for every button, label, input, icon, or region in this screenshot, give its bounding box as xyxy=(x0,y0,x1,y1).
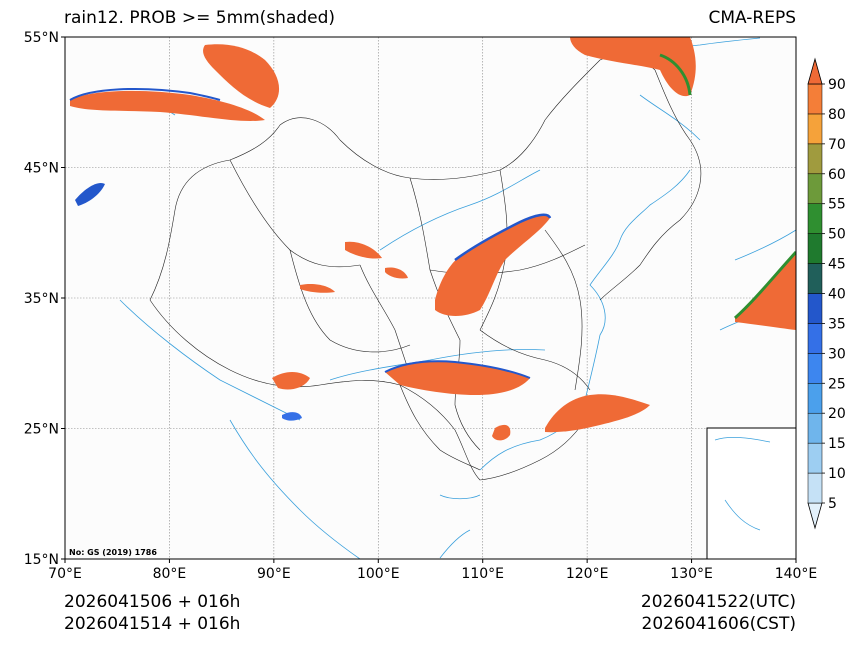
valid-time-utc: 2026041522(UTC) xyxy=(640,592,796,612)
borders xyxy=(149,54,702,481)
colorbar-label: 15 xyxy=(828,436,846,452)
rain-region-qinghai xyxy=(345,241,382,259)
colorbar-label: 10 xyxy=(828,466,846,482)
y-tick-label: 15°N xyxy=(24,552,59,568)
colorbar-label: 30 xyxy=(828,346,846,362)
colorbar-label: 25 xyxy=(828,376,846,392)
x-tick-label: 130°E xyxy=(670,566,713,582)
rain-region-japan xyxy=(735,252,796,330)
colorbar-segment xyxy=(807,383,823,414)
rain-region-kazakhstan xyxy=(70,90,265,122)
colorbar-label: 55 xyxy=(828,197,846,213)
south-china-sea-inset xyxy=(706,427,797,560)
y-tick-label: 45°N xyxy=(24,161,59,177)
y-tick-label: 35°N xyxy=(24,291,59,307)
colorbar-segment xyxy=(807,412,823,444)
colorbar-segment xyxy=(807,353,823,384)
model-name: CMA-REPS xyxy=(708,8,796,28)
x-axis: 70°E 80°E 90°E 100°E 110°E 120°E 130°E 140°E xyxy=(48,559,817,582)
colorbar-label: 90 xyxy=(828,77,846,93)
colorbar-label: 80 xyxy=(828,107,846,123)
colorbar-segment xyxy=(807,233,823,264)
colorbar-segment xyxy=(807,113,823,145)
colorbar-segment xyxy=(807,83,823,115)
colorbar-segment xyxy=(807,472,823,504)
colorbar-label: 70 xyxy=(828,137,846,153)
rain-region-mongolia xyxy=(203,44,280,108)
colorbar-label: 20 xyxy=(828,406,846,422)
colorbar-segment xyxy=(807,263,823,294)
init-time-utc: 2026041506 + 016h xyxy=(64,592,241,612)
rain-region-xinjiang xyxy=(75,182,105,206)
map-note: No: GS (2019) 1786 xyxy=(69,548,157,557)
colorbar-label: 5 xyxy=(828,496,837,512)
y-tick-label: 55°N xyxy=(24,30,59,46)
x-tick-label: 110°E xyxy=(461,566,504,582)
y-axis: 15°N 25°N 35°N 45°N 55°N xyxy=(24,30,65,568)
x-tick-label: 140°E xyxy=(775,566,818,582)
colorbar: 5 10 15 20 25 30 35 40 45 50 55 60 70 80 90 xyxy=(807,57,846,530)
rain-region-sichuan xyxy=(385,361,530,395)
colorbar-label: 50 xyxy=(828,227,846,243)
x-tick-label: 70°E xyxy=(48,566,82,582)
init-time-cst: 2026041514 + 016h xyxy=(64,614,241,634)
rain-region-southeast xyxy=(545,394,650,433)
x-tick-label: 100°E xyxy=(357,566,400,582)
colorbar-label: 40 xyxy=(828,287,846,303)
colorbar-segment xyxy=(807,293,823,324)
colorbar-segment xyxy=(807,442,823,474)
x-tick-label: 90°E xyxy=(257,566,291,582)
colorbar-label: 45 xyxy=(828,257,846,273)
colorbar-label: 60 xyxy=(828,167,846,183)
valid-time-cst: 2026041606(CST) xyxy=(641,614,796,634)
colorbar-segment xyxy=(807,203,823,234)
rain-region-tibet xyxy=(272,372,310,390)
rain-region-northeast xyxy=(570,37,696,97)
rain-region-loess xyxy=(435,214,550,316)
y-tick-label: 25°N xyxy=(24,422,59,438)
colorbar-segment xyxy=(807,143,823,175)
rain-shading xyxy=(69,37,796,441)
x-tick-label: 80°E xyxy=(153,566,187,582)
colorbar-label: 35 xyxy=(828,316,846,332)
colorbar-extend-high xyxy=(807,57,823,85)
colorbar-segment xyxy=(807,173,823,204)
colorbar-extend-low xyxy=(807,502,823,530)
colorbar-segment xyxy=(807,323,823,354)
x-tick-label: 120°E xyxy=(566,566,609,582)
chart-title: rain12. PROB >= 5mm(shaded) xyxy=(64,8,336,28)
